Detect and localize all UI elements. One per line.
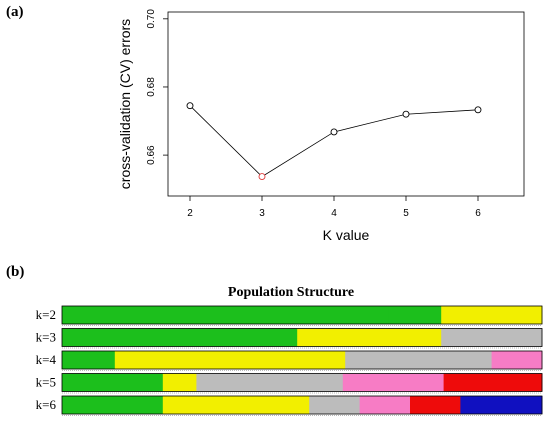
x-tick-label: 5 (403, 208, 409, 219)
x-tick-label: 3 (259, 208, 265, 219)
ancestry-segment (342, 373, 445, 392)
ancestry-segment (441, 328, 543, 347)
row-frame (61, 350, 543, 370)
ancestry-segment (345, 351, 493, 369)
ancestry-segment (62, 396, 164, 414)
structure-row: k=2 (36, 305, 543, 326)
cv-data-point (474, 106, 482, 114)
x-tick-label: 2 (187, 208, 193, 219)
ancestry-segment (443, 373, 543, 392)
cv-data-point (402, 110, 410, 118)
structure-row: k=5 (36, 373, 543, 394)
row-label: k=6 (36, 397, 57, 412)
ancestry-segment (114, 351, 346, 369)
ancestry-segment (388, 306, 442, 324)
structure-row: k=3 (36, 328, 543, 349)
row-label: k=3 (36, 330, 56, 345)
row-label: k=4 (36, 352, 57, 367)
cv-data-point (186, 102, 194, 110)
ancestry-segment (309, 396, 361, 414)
y-tick-label: 0.70 (146, 9, 157, 29)
x-tick-label: 6 (475, 208, 481, 219)
structure-row: k=6 (36, 395, 543, 416)
ancestry-segment (460, 396, 543, 414)
ancestry-segment (62, 351, 116, 369)
plot-frame (167, 11, 525, 197)
y-axis-label: cross-validation (CV) errors (117, 19, 133, 189)
ancestry-segment (297, 328, 442, 347)
y-tick-label: 0.66 (146, 145, 157, 165)
cv-data-point (330, 128, 338, 136)
panel-label-a: (a) (6, 4, 24, 20)
row-label: k=2 (36, 307, 56, 322)
ancestry-segment (62, 306, 389, 324)
panel-label-b: (b) (6, 264, 25, 280)
ancestry-segment (162, 373, 197, 392)
x-tick-label: 4 (331, 208, 337, 219)
structure-title: Population Structure (228, 285, 354, 300)
x-axis-label: K value (323, 227, 370, 243)
row-frame (61, 305, 543, 325)
row-frame (61, 328, 543, 347)
ancestry-segment (491, 351, 543, 369)
ancestry-segment (62, 328, 298, 347)
ancestry-segment (441, 306, 543, 324)
ancestry-segment (196, 373, 344, 392)
row-label: k=5 (36, 375, 56, 390)
ancestry-segment (410, 396, 461, 414)
y-tick-label: 0.68 (146, 77, 157, 97)
ancestry-segment (359, 396, 411, 414)
cv-data-point (258, 173, 266, 181)
ancestry-segment (162, 396, 310, 414)
structure-row: k=4 (36, 350, 543, 371)
row-frame (61, 395, 543, 415)
row-frame (61, 373, 543, 392)
ancestry-segment (62, 373, 164, 392)
